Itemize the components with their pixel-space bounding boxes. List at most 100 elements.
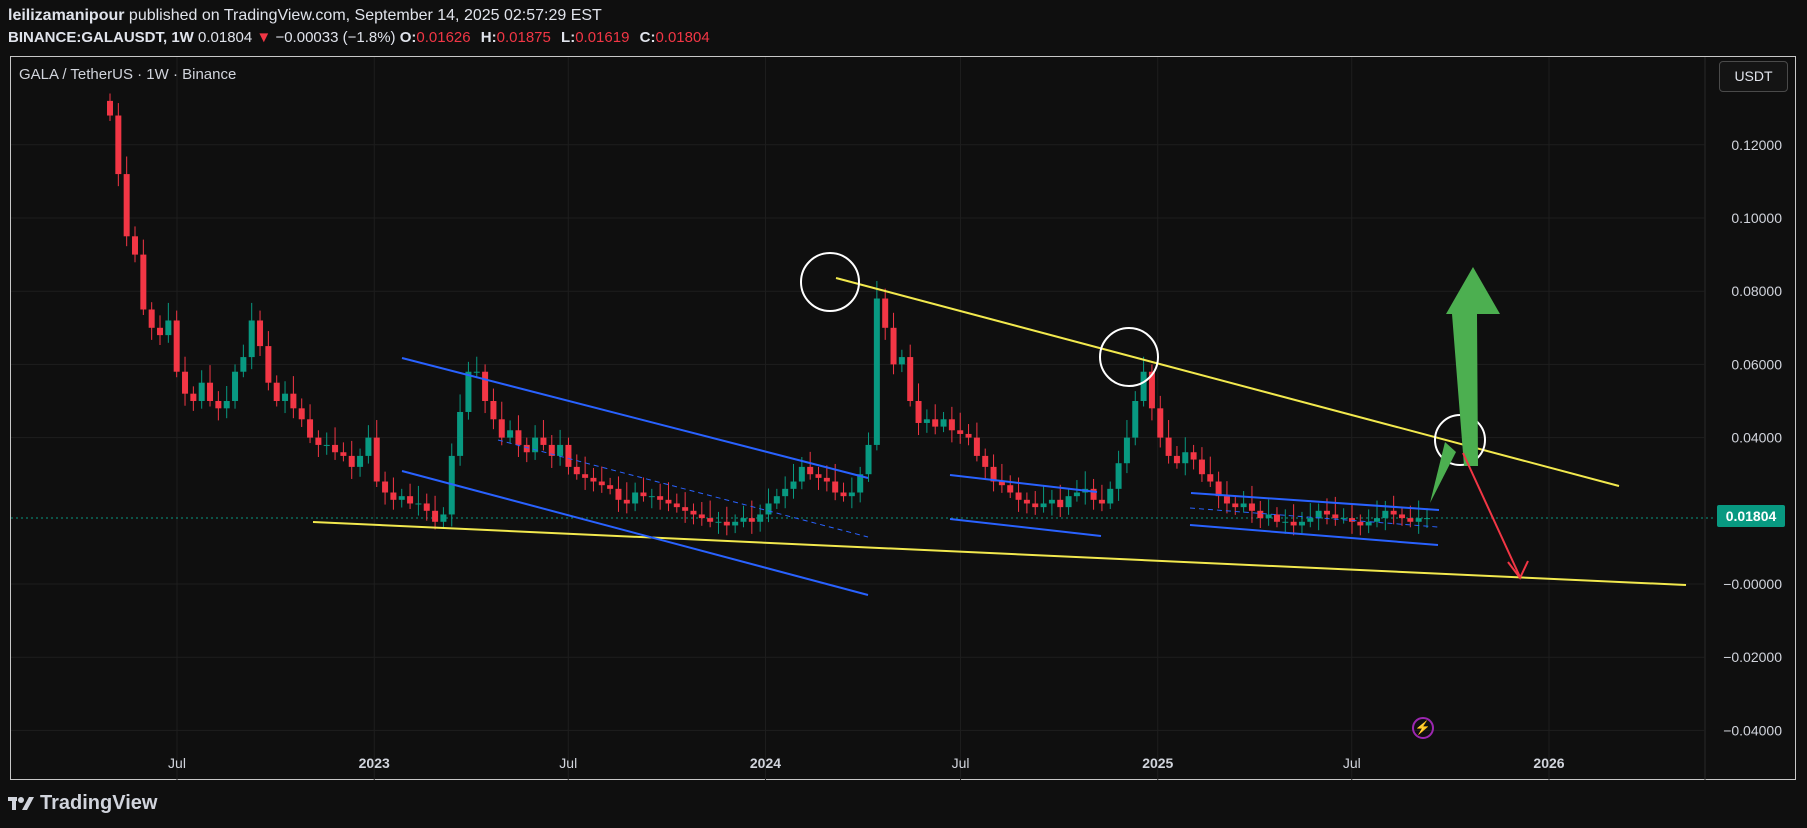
symbol-label: BINANCE:GALAUSDT, 1W (8, 29, 194, 46)
channel-lower-2025[interactable] (1189, 524, 1439, 546)
candle-body (540, 437, 547, 445)
candle-body (798, 466, 805, 482)
candle-body (732, 521, 739, 526)
candle-body (682, 507, 689, 511)
candle-body (232, 371, 239, 401)
candle-body (640, 492, 647, 497)
price-tick-label: 0.08000 (1731, 283, 1782, 299)
candle-body (1090, 488, 1097, 500)
candle-body (465, 371, 472, 412)
candle-body (1182, 452, 1189, 464)
candle-body (390, 492, 397, 500)
candle-body (1298, 521, 1305, 526)
candle-body (965, 433, 972, 438)
candle-body (507, 430, 514, 438)
candle-body (590, 477, 597, 482)
candle-body (1015, 492, 1022, 500)
candle-body (1257, 510, 1264, 519)
candle-body (265, 346, 272, 383)
candle-body (840, 492, 847, 497)
candle-body (807, 466, 814, 475)
candle-body (873, 298, 880, 445)
last-price: 0.01804 (198, 29, 253, 46)
red-down-arrow-shaft[interactable] (1462, 452, 1521, 578)
current-price-tag: 0.01804 (1717, 505, 1785, 527)
candle-body (948, 419, 955, 431)
candle-body (1398, 514, 1405, 519)
candle-body (190, 393, 197, 401)
chart-frame[interactable] (10, 56, 1796, 780)
green-up-arrow[interactable] (1446, 267, 1500, 466)
lightning-icon[interactable]: ⚡ (1412, 717, 1434, 739)
small-green-arrow[interactable] (1430, 442, 1456, 503)
candle-body (865, 444, 872, 475)
tradingview-logo[interactable]: TradingView (8, 792, 157, 815)
candle-body (982, 455, 989, 467)
candle-body (1315, 510, 1322, 519)
candle-body (907, 357, 914, 401)
candle-body (582, 474, 589, 478)
candle-body (1173, 455, 1180, 464)
candle-body (940, 419, 947, 427)
candle-body (490, 401, 497, 420)
highlight-circle-peak-2025[interactable] (1099, 327, 1159, 387)
time-tick-label: 2026 (1533, 755, 1564, 771)
candle-body (815, 474, 822, 478)
candle-body (848, 492, 855, 497)
candle-body (1424, 518, 1430, 520)
candle-body (315, 437, 322, 445)
candle-body (607, 485, 614, 489)
candle-body (482, 371, 489, 401)
resistance-trendline[interactable] (835, 277, 1620, 487)
channel-lower-2023[interactable] (401, 470, 869, 596)
channel-lower-2024[interactable] (949, 518, 1102, 537)
candle-body (1040, 503, 1047, 508)
channel-upper-2024[interactable] (949, 474, 1098, 493)
candle-body (373, 437, 380, 482)
candle-body (932, 419, 939, 427)
time-tick-label: 2023 (359, 755, 390, 771)
candle-body (415, 503, 422, 505)
candle-body (1115, 463, 1122, 489)
channel-mid-2023[interactable] (497, 439, 869, 538)
candle-body (1207, 474, 1214, 482)
candle-body (832, 481, 839, 493)
red-down-arrow-head[interactable] (1507, 560, 1529, 580)
candle-body (1340, 518, 1347, 520)
candle-body (1190, 452, 1197, 460)
candle-body (1232, 503, 1239, 508)
candle-body (523, 444, 530, 453)
brand-name: TradingView (40, 792, 158, 814)
support-trendline[interactable] (312, 521, 1687, 586)
candle-body (1407, 518, 1414, 522)
price-tick-label: −0.00000 (1723, 576, 1782, 592)
candle-body (423, 503, 430, 511)
candle-body (1415, 518, 1422, 522)
candle-body (748, 518, 755, 522)
candle-body (107, 100, 113, 116)
channel-mid-2025[interactable] (1189, 507, 1439, 528)
candle-body (1032, 503, 1039, 508)
candle-body (557, 444, 564, 456)
candle-body (332, 444, 339, 453)
candle-body (923, 419, 930, 423)
price-change: −0.00033 (−1.8%) (275, 29, 396, 46)
candle-body (1240, 503, 1247, 508)
candle-body (440, 514, 447, 522)
price-tick-label: −0.04000 (1723, 722, 1782, 738)
candle-body (1140, 371, 1147, 401)
candle-body (790, 481, 797, 489)
time-tick-label: 2024 (750, 755, 781, 771)
channel-upper-2023[interactable] (401, 357, 869, 479)
currency-button[interactable]: USDT (1719, 61, 1788, 92)
down-triangle-icon: ▼ (256, 29, 272, 46)
candle-body (165, 320, 172, 336)
author-name[interactable]: leilizamanipour (8, 7, 125, 24)
candle-body (1290, 521, 1297, 526)
channel-upper-2025[interactable] (1190, 492, 1440, 511)
candle-body (898, 357, 905, 365)
candle-body (823, 477, 830, 482)
highlight-circle-peak-2024[interactable] (800, 252, 860, 312)
candle-body (882, 298, 889, 328)
